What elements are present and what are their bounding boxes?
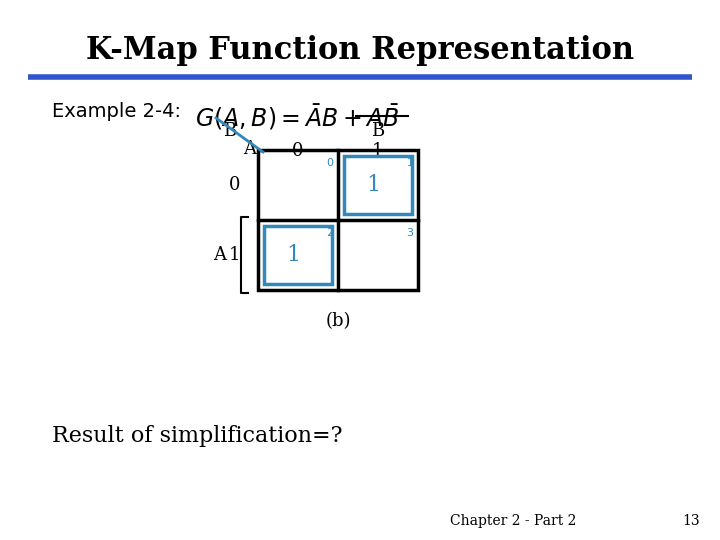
Text: $G(A,B) = \bar{A}B + A\bar{B}$: $G(A,B) = \bar{A}B + A\bar{B}$ bbox=[195, 102, 400, 132]
Text: 1: 1 bbox=[228, 246, 240, 264]
Bar bbox=[258, 150, 418, 290]
Bar bbox=[264, 226, 332, 284]
Text: (b): (b) bbox=[325, 312, 351, 330]
Text: Chapter 2 - Part 2: Chapter 2 - Part 2 bbox=[450, 514, 577, 528]
Text: Result of simplification=?: Result of simplification=? bbox=[52, 425, 343, 447]
Text: 13: 13 bbox=[683, 514, 700, 528]
Text: A: A bbox=[214, 246, 227, 264]
Bar bbox=[344, 156, 412, 214]
Text: 1: 1 bbox=[407, 158, 413, 168]
Text: 0: 0 bbox=[228, 176, 240, 194]
Text: 1: 1 bbox=[286, 244, 300, 266]
Text: 1: 1 bbox=[372, 142, 384, 160]
Text: 3: 3 bbox=[407, 228, 413, 238]
Text: B: B bbox=[372, 122, 384, 140]
Text: B: B bbox=[223, 122, 237, 140]
Text: A: A bbox=[243, 140, 256, 158]
Text: K-Map Function Representation: K-Map Function Representation bbox=[86, 35, 634, 66]
Text: Example 2-4:: Example 2-4: bbox=[52, 102, 181, 121]
Text: 2: 2 bbox=[326, 228, 333, 238]
Text: 0: 0 bbox=[326, 158, 333, 168]
Text: 1: 1 bbox=[366, 174, 380, 196]
Text: 0: 0 bbox=[292, 142, 304, 160]
